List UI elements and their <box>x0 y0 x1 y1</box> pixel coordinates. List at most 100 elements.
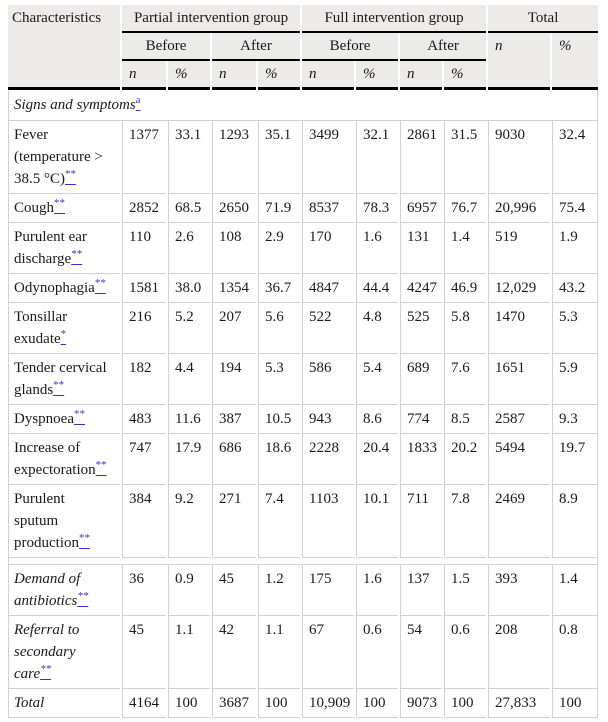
footnote-link[interactable]: ** <box>71 249 82 267</box>
col-header-pct: % <box>258 61 301 90</box>
row-label: Total <box>14 695 45 711</box>
table-row: Odynophagia** 1581 38.0 1354 36.7 4847 44.4 424… <box>8 274 599 303</box>
footnote-marker: * <box>60 328 67 340</box>
footnote-marker: ** <box>53 379 65 391</box>
value-cell: 6957 <box>400 194 443 223</box>
value-cell: 45 <box>122 616 166 689</box>
value-cell: 774 <box>400 405 443 434</box>
footnote-link[interactable]: ** <box>53 379 65 398</box>
col-header-n: n <box>400 61 443 90</box>
value-cell: 1581 <box>122 274 166 303</box>
value-cell: 76.7 <box>444 194 487 223</box>
value-cell: 7.8 <box>444 485 487 558</box>
value-cell: 2.6 <box>168 223 210 274</box>
value-cell: 0.9 <box>168 565 210 616</box>
value-cell: 7.4 <box>258 485 301 558</box>
table-body: Signs and symptomsa Fever (temperature >… <box>8 90 599 718</box>
row-label: Odynophagia <box>14 280 95 296</box>
row-label-cell: Referral to secondary care** <box>8 616 120 689</box>
value-cell: 100 <box>168 689 210 718</box>
value-cell: 943 <box>302 405 355 434</box>
value-cell: 1470 <box>488 303 551 354</box>
value-cell: 27,833 <box>488 689 551 718</box>
value-cell: 5.9 <box>552 354 599 405</box>
col-header-pct: % <box>356 61 399 90</box>
value-cell: 384 <box>122 485 166 558</box>
value-cell: 100 <box>258 689 301 718</box>
value-cell: 42 <box>212 616 256 689</box>
row-label: Purulent sputum production <box>14 491 79 551</box>
value-cell: 711 <box>400 485 443 558</box>
value-cell: 20.4 <box>356 434 399 485</box>
col-header-total-n: n <box>488 33 551 90</box>
table-row: Purulent ear discharge** 110 2.6 108 2.9 170 1… <box>8 223 599 274</box>
value-cell: 100 <box>356 689 399 718</box>
value-cell: 1103 <box>302 485 355 558</box>
section-label-cell: Signs and symptomsa <box>8 90 599 121</box>
footnote-link[interactable]: ** <box>77 591 88 609</box>
value-cell: 32.1 <box>356 121 399 194</box>
value-cell: 131 <box>400 223 443 274</box>
row-label-cell: Purulent sputum production** <box>8 485 120 558</box>
row-label: Referral to secondary care <box>14 622 80 682</box>
value-cell: 1.4 <box>444 223 487 274</box>
value-cell: 5.3 <box>258 354 301 405</box>
value-cell: 71.9 <box>258 194 301 223</box>
row-label: Purulent ear discharge <box>14 229 87 267</box>
value-cell: 3687 <box>212 689 256 718</box>
value-cell: 1.5 <box>444 565 487 616</box>
value-cell: 170 <box>302 223 355 274</box>
value-cell: 100 <box>444 689 487 718</box>
footnote-link[interactable]: ** <box>94 277 106 296</box>
value-cell: 17.9 <box>168 434 210 485</box>
row-label-cell: Demand of antibiotics** <box>8 565 120 616</box>
value-cell: 689 <box>400 354 443 405</box>
row-label: Cough <box>14 200 55 216</box>
footnote-link[interactable]: * <box>60 328 67 347</box>
table-row: Tonsillar exudate* 216 5.2 207 5.6 522 4.8 525 5… <box>8 303 599 354</box>
footnote-link[interactable]: ** <box>74 409 85 427</box>
footnote-link[interactable]: ** <box>54 198 65 216</box>
footnote-link[interactable]: ** <box>79 532 90 551</box>
footnote-link[interactable]: ** <box>65 169 76 187</box>
section-label: Signs and symptoms <box>14 97 136 113</box>
value-cell: 67 <box>302 616 355 689</box>
value-cell: 747 <box>122 434 166 485</box>
footnote-link[interactable]: ** <box>96 460 107 478</box>
value-cell: 1.1 <box>168 616 210 689</box>
value-cell: 46.9 <box>444 274 487 303</box>
footnote-marker: ** <box>40 663 52 675</box>
value-cell: 1.2 <box>258 565 301 616</box>
footnote-marker: ** <box>94 277 106 289</box>
footnote-link[interactable]: ** <box>40 663 52 682</box>
col-header-full-after: After <box>400 33 487 61</box>
value-cell: 2587 <box>488 405 551 434</box>
value-cell: 686 <box>212 434 256 485</box>
value-cell: 33.1 <box>168 121 210 194</box>
table-row: Dyspnoea** 483 11.6 387 10.5 943 8.6 774 8.5 2587… <box>8 405 599 434</box>
value-cell: 38.0 <box>168 274 210 303</box>
spacer-row <box>8 558 599 565</box>
value-cell: 271 <box>212 485 256 558</box>
row-label-cell: Cough** <box>8 194 120 223</box>
value-cell: 36 <box>122 565 166 616</box>
value-cell: 1293 <box>212 121 256 194</box>
spacer-cell <box>8 558 599 565</box>
col-header-total-pct: % <box>552 33 599 90</box>
footnote-marker: ** <box>79 532 90 544</box>
row-label-cell: Fever (temperature > 38.5 °C)** <box>8 121 120 194</box>
col-header-n: n <box>122 61 166 90</box>
footnote-link-a[interactable]: a <box>136 95 141 113</box>
value-cell: 522 <box>302 303 355 354</box>
value-cell: 586 <box>302 354 355 405</box>
row-label: Demand of antibiotics <box>14 571 81 609</box>
value-cell: 175 <box>302 565 355 616</box>
value-cell: 2.9 <box>258 223 301 274</box>
table-row: Demand of antibiotics** 36 0.9 45 1.2 175 1.6 1… <box>8 565 599 616</box>
col-header-partial-after: After <box>212 33 301 61</box>
value-cell: 8.9 <box>552 485 599 558</box>
value-cell: 2650 <box>212 194 256 223</box>
table-row: Total 4164 100 3687 100 10,909 100 9073 100 27,83… <box>8 689 599 718</box>
col-header-characteristics: Characteristics <box>8 5 120 90</box>
